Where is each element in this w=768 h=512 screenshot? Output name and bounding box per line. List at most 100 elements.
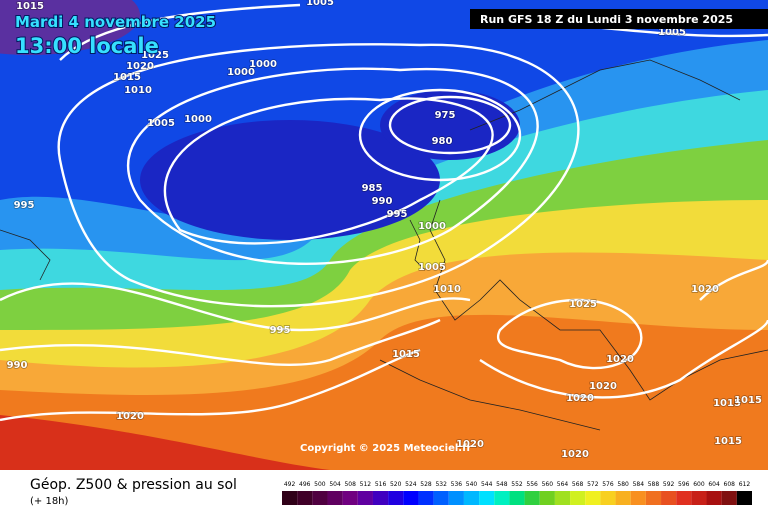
scale-swatch [736, 491, 752, 505]
pressure-label: 1020 [691, 284, 719, 295]
pressure-label: 1020 [566, 393, 594, 404]
pressure-label: 1015 [714, 436, 742, 447]
scale-label: 524 [405, 481, 417, 488]
scale-swatch [600, 491, 616, 505]
pressure-label: 1020 [126, 61, 154, 72]
scale-swatch [539, 491, 555, 505]
scale-swatch [418, 491, 434, 505]
scale-swatch [706, 491, 722, 505]
pressure-label: 1025 [569, 299, 597, 310]
pressure-label: 1015 [113, 72, 141, 83]
pressure-label: 1010 [124, 85, 152, 96]
scale-label: 536 [451, 481, 463, 488]
scale-swatch [448, 491, 464, 505]
scale-label: 548 [496, 481, 508, 488]
pressure-label: 1020 [561, 449, 589, 460]
scale-label: 540 [466, 481, 478, 488]
pressure-label: 1000 [227, 67, 255, 78]
scale-label: 564 [557, 481, 569, 488]
pressure-label: 995 [270, 325, 291, 336]
scale-label: 576 [602, 481, 614, 488]
scale-swatch [645, 491, 662, 505]
local-time: 13:00 locale [15, 34, 159, 58]
pressure-label: 1015 [392, 349, 420, 360]
pressure-label: 1010 [433, 284, 461, 295]
scale-swatch [433, 491, 449, 505]
pressure-label: 1000 [418, 221, 446, 232]
scale-swatch [721, 491, 737, 505]
scale-label: 544 [481, 481, 493, 488]
scale-swatch [615, 491, 631, 505]
scale-swatch [630, 491, 646, 505]
footer-title: Géop. Z500 & pression au sol [30, 477, 237, 493]
pressure-label: 985 [362, 183, 383, 194]
pressure-label: 1015 [734, 395, 762, 406]
scale-swatch [524, 491, 540, 505]
pressure-label: 995 [14, 200, 35, 211]
scale-swatch [463, 491, 480, 505]
scale-swatch [342, 491, 358, 505]
pressure-label: 980 [432, 136, 453, 147]
scale-swatch [554, 491, 571, 505]
scale-label: 600 [693, 481, 705, 488]
pressure-label: 1005 [418, 262, 446, 273]
pressure-label: 1000 [184, 114, 212, 125]
copyright: Copyright © 2025 Meteociel.fr [300, 443, 471, 454]
color-scale: 492 496 500 504 508 512 516 520 524 528 532 536 540 5… [282, 481, 752, 505]
scale-label: 552 [511, 481, 523, 488]
scale-label: 512 [360, 481, 372, 488]
scale-label: 496 [299, 481, 311, 488]
scale-label: 532 [435, 481, 447, 488]
run-bar [470, 9, 768, 29]
pressure-label: 1000 [249, 59, 277, 70]
scale-label: 528 [420, 481, 432, 488]
footer-subtitle: (+ 18h) [30, 496, 69, 507]
coastlines [0, 59, 768, 431]
pressure-label: 975 [435, 110, 456, 121]
pressure-label: 1020 [606, 354, 634, 365]
scale-swatch [357, 491, 373, 505]
pressure-label: 1005 [306, 0, 334, 8]
scale-label: 612 [739, 481, 751, 488]
scale-swatch [372, 491, 389, 505]
pressure-label: 990 [372, 196, 393, 207]
scale-label: 584 [633, 481, 645, 488]
run-info: Run GFS 18 Z du Lundi 3 novembre 2025 [480, 13, 733, 26]
scale-label: 516 [375, 481, 387, 488]
scale-label: 508 [344, 481, 356, 488]
scale-swatch [494, 491, 510, 505]
field [0, 0, 768, 470]
scale-label: 604 [708, 481, 720, 488]
scale-label: 596 [678, 481, 690, 488]
pressure-labels: 1015 100510051025102010151010100010001005… [6, 0, 763, 461]
scale-swatch [388, 491, 404, 505]
scale-swatch [282, 491, 298, 505]
scale-swatch [479, 491, 495, 505]
scale-label: 500 [314, 481, 326, 488]
scale-swatch [297, 491, 313, 505]
scale-swatch [403, 491, 419, 505]
pressure-label: 1020 [589, 381, 617, 392]
scale-swatch [661, 491, 677, 505]
scale-label: 568 [572, 481, 584, 488]
pressure-label: 995 [387, 209, 408, 220]
scale-label: 520 [390, 481, 402, 488]
date: Mardi 4 novembre 2025 [15, 13, 216, 31]
scale-label: 560 [542, 481, 554, 488]
pressure-label: 1015 [713, 398, 741, 409]
scale-label: 504 [329, 481, 341, 488]
scale-label: 580 [617, 481, 629, 488]
scale-swatch [691, 491, 707, 505]
scale-label: 608 [724, 481, 736, 488]
pressure-label: 1005 [658, 27, 686, 38]
pressure-label: 1015 [16, 1, 44, 12]
scale-label: 556 [526, 481, 538, 488]
scale-label: 588 [648, 481, 660, 488]
scale-swatch [327, 491, 343, 505]
scale-label: 572 [587, 481, 599, 488]
pressure-label: 1020 [456, 439, 484, 450]
scale-swatch [312, 491, 328, 505]
scale-swatch [585, 491, 601, 505]
pressure-label: 1020 [116, 411, 144, 422]
